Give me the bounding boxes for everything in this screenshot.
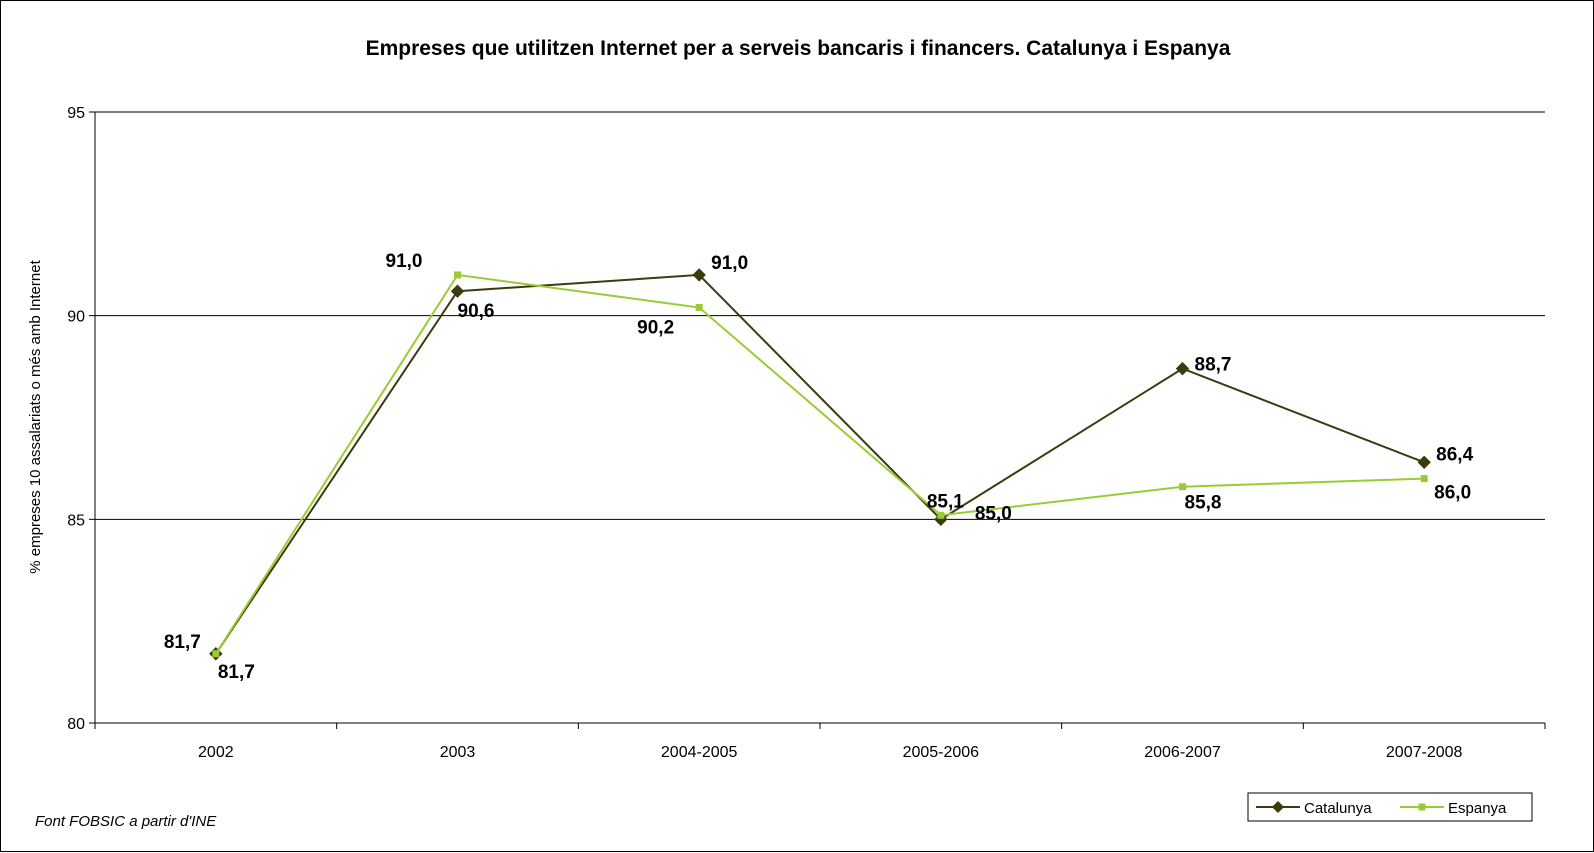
point-catalunya	[450, 284, 465, 298]
data-label-catalunya: 85,0	[975, 503, 1012, 524]
data-label-espanya: 90,2	[637, 318, 674, 339]
legend: Catalunya Espanya	[1247, 792, 1533, 822]
data-label-catalunya: 90,6	[458, 301, 495, 322]
y-tick-label: 90	[67, 309, 85, 326]
y-tick-label: 85	[67, 512, 85, 529]
legend-marker-icon	[1418, 803, 1426, 811]
point-espanya	[212, 650, 220, 658]
data-label-catalunya: 86,4	[1436, 444, 1473, 465]
axes: 80 85 90 95 2002 2003 2004-2005 2005-2006 2006-2…	[67, 105, 1546, 761]
point-espanya	[1420, 475, 1428, 483]
data-label-catalunya: 88,7	[1195, 355, 1232, 376]
legend-label: Catalunya	[1304, 800, 1372, 817]
series-line-catalunya	[215, 273, 1425, 655]
x-tick-label: 2007-2008	[1386, 744, 1463, 761]
point-espanya	[1179, 483, 1186, 491]
data-label-espanya: 85,1	[927, 491, 964, 512]
x-tick-label: 2002	[198, 744, 234, 761]
y-tick-label: 80	[67, 716, 85, 733]
x-tick-label: 2005-2006	[903, 744, 980, 761]
series	[209, 268, 1431, 661]
x-tick-label: 2006-2007	[1144, 744, 1221, 761]
source-note: Font FOBSIC a partir d'INE	[35, 813, 217, 830]
point-catalunya	[1175, 361, 1190, 376]
data-labels: 81,7 90,6 91,0 85,0 88,7 86,4 81,7 91,0 90,2 85,1…	[164, 251, 1474, 683]
point-catalunya	[1417, 455, 1431, 470]
x-tick-label: 2004-2005	[661, 744, 738, 761]
point-espanya	[937, 511, 945, 519]
series-line-espanya	[214, 273, 1425, 655]
data-label-espanya: 85,8	[1185, 493, 1222, 514]
data-label-catalunya: 81,7	[164, 632, 201, 653]
data-label-espanya: 86,0	[1434, 483, 1471, 504]
y-tick-label: 95	[67, 105, 85, 122]
data-label-espanya: 91,0	[386, 251, 423, 272]
data-label-espanya: 81,7	[218, 662, 255, 683]
point-catalunya	[692, 268, 706, 282]
gridlines	[95, 111, 1545, 520]
chart-title: Empreses que utilitzen Internet per a se…	[366, 37, 1231, 60]
legend-marker-icon	[1272, 801, 1284, 813]
point-espanya	[695, 304, 703, 312]
data-label-catalunya: 91,0	[711, 253, 748, 274]
y-axis-label: % empreses 10 assalariats o més amb Inte…	[27, 259, 44, 573]
point-espanya	[454, 271, 461, 279]
x-tick-label: 2003	[440, 744, 476, 761]
legend-label: Espanya	[1448, 800, 1507, 817]
